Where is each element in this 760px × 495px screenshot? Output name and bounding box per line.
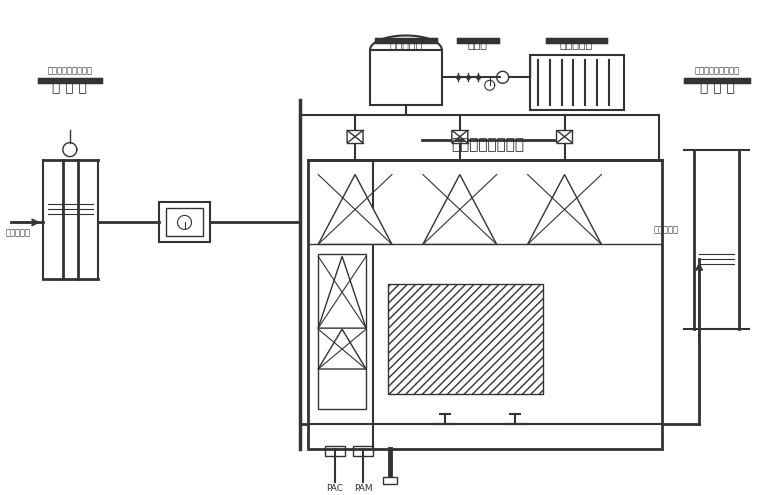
Polygon shape [451,130,460,143]
Polygon shape [460,130,467,143]
Text: （利用原有二沉池）: （利用原有二沉池） [695,67,739,76]
Polygon shape [347,130,355,143]
Bar [325,446,345,456]
Polygon shape [355,130,363,143]
Text: 达标水排放: 达标水排放 [654,225,678,234]
Bar [309,159,662,449]
Text: 集 水 池: 集 水 池 [52,80,87,94]
Bar [530,55,625,110]
Bar [370,50,442,105]
Polygon shape [556,130,565,143]
Text: PAM: PAM [354,484,372,493]
Polygon shape [318,175,392,245]
Polygon shape [565,130,572,143]
Polygon shape [423,175,497,245]
Bar [388,284,543,394]
Text: （利用原有一沉池）: （利用原有一沉池） [47,67,92,76]
Text: 螺杆泵: 螺杆泵 [468,40,488,50]
Text: PAC: PAC [326,484,344,493]
Polygon shape [318,256,366,328]
Text: 低脉动管板沉淀池: 低脉动管板沉淀池 [451,138,524,152]
Text: 排 水 池: 排 水 池 [700,80,735,94]
Bar [353,446,373,456]
Bar [318,254,366,409]
Text: 板框压滤机: 板框压滤机 [560,40,593,50]
Text: 污泥浓缩箱: 污泥浓缩箱 [389,40,423,50]
Bar [383,477,397,484]
Bar [166,208,204,237]
Polygon shape [527,175,601,245]
Polygon shape [318,329,366,369]
Text: 矿井疏干水: 矿井疏干水 [6,228,31,238]
Bar [159,202,211,243]
Bar [388,284,543,394]
